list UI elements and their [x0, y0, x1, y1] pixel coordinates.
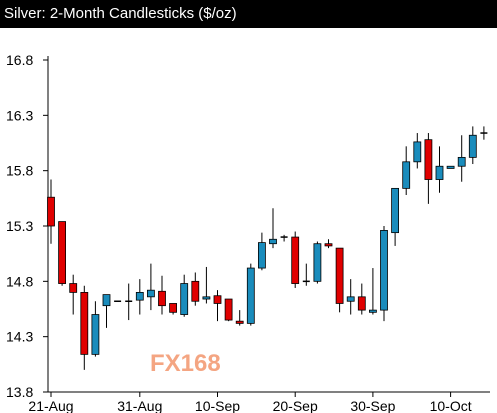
candle [291, 231, 300, 288]
x-tick-label: 30-Sep [350, 398, 395, 413]
candle-body [158, 290, 166, 307]
candle-body [213, 295, 222, 304]
candle [391, 187, 400, 246]
candle [69, 274, 78, 315]
candle [202, 266, 211, 304]
candle [324, 239, 333, 249]
candle [91, 301, 100, 357]
candle [125, 283, 133, 321]
chart-title-bar: Silver: 2-Month Candlesticks ($/oz) [0, 0, 497, 28]
candle-body [180, 283, 189, 315]
candle-body [58, 221, 66, 284]
x-tick-label: 20-Sep [273, 398, 318, 413]
candle [80, 285, 89, 370]
candle-body [457, 156, 466, 167]
candle [191, 272, 200, 306]
watermark-text: FX168 [150, 350, 221, 377]
y-tick-label: 16.8 [6, 52, 33, 68]
candle-body [368, 309, 377, 313]
candle-body [169, 303, 178, 313]
candle-body [135, 291, 144, 301]
x-tick-label: 21-Aug [28, 398, 73, 413]
candle-body [224, 298, 233, 321]
y-tick-label: 16.3 [6, 107, 33, 123]
candle-body [269, 238, 277, 245]
candle [224, 298, 233, 322]
candle-body [257, 242, 266, 269]
candle [402, 146, 411, 196]
candle-body [146, 289, 155, 298]
y-tick-label: 15.3 [6, 218, 33, 234]
x-tick-label: 10-Sep [195, 398, 240, 413]
candle-body [47, 196, 55, 227]
candle [424, 133, 433, 204]
candle-body [446, 165, 455, 169]
candle [357, 283, 366, 315]
candle-body [91, 314, 100, 355]
candle [435, 146, 444, 193]
candle-body [335, 247, 344, 304]
candle-body [291, 236, 300, 284]
candle [180, 274, 189, 317]
candle-body [202, 296, 211, 300]
candles-group [47, 126, 488, 370]
candle [313, 241, 322, 284]
y-tick-label: 13.8 [6, 384, 33, 400]
y-tick-label: 14.8 [6, 273, 33, 289]
candle [457, 135, 466, 182]
candle [102, 294, 111, 328]
candle [335, 247, 344, 313]
candle [280, 234, 288, 242]
y-tick-label: 15.8 [6, 163, 33, 179]
candle-body [235, 320, 244, 324]
candle-body [324, 243, 333, 247]
candle-body [69, 283, 78, 293]
candle [468, 126, 477, 165]
candle [480, 126, 488, 140]
candle-body [313, 243, 322, 282]
candle-body [380, 230, 388, 311]
candle [346, 279, 355, 315]
candle-body [246, 267, 255, 324]
candle [368, 268, 377, 315]
candle-body [80, 291, 89, 355]
candle [269, 208, 277, 249]
chart-axes: 16.8 16.3 15.8 15.3 14.8 14.3 13.821-Aug 31-Aug… [6, 52, 490, 413]
candle [235, 310, 244, 326]
candle [213, 290, 222, 322]
candle-body [191, 280, 200, 302]
y-tick-label: 14.3 [6, 329, 33, 345]
candle [58, 221, 66, 286]
candle [257, 232, 266, 271]
candle-body [424, 139, 433, 180]
candle [158, 275, 166, 315]
candle-body [413, 141, 422, 163]
candle-body [402, 161, 411, 189]
candle [135, 279, 144, 315]
x-tick-label: 10-Oct [430, 398, 472, 413]
candle [246, 263, 255, 326]
chart-title: Silver: 2-Month Candlesticks ($/oz) [4, 5, 237, 22]
candle [146, 263, 155, 311]
x-tick-label: 31-Aug [117, 398, 162, 413]
candle [302, 263, 310, 286]
candle-body [346, 296, 355, 302]
candle-body [468, 134, 477, 158]
candle [47, 179, 55, 244]
candle-body [357, 296, 366, 311]
candle-body [435, 165, 444, 180]
candle [169, 303, 178, 315]
candle [413, 133, 422, 169]
candle-body [391, 187, 400, 234]
candle [380, 226, 388, 322]
candle [446, 165, 455, 169]
candle-body [102, 294, 111, 307]
